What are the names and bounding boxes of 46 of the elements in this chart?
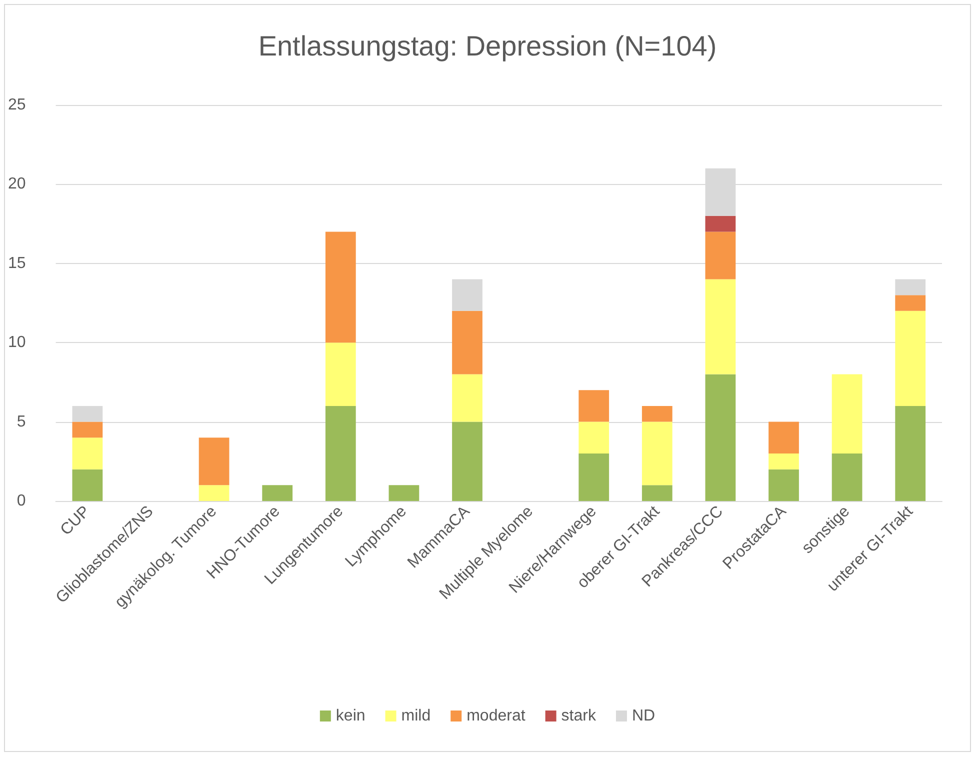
- bar: [388, 485, 420, 501]
- bar: [452, 374, 482, 422]
- bar: [642, 406, 672, 422]
- legend-label: moderat: [466, 708, 526, 724]
- bar: [705, 279, 736, 374]
- bar: [642, 485, 672, 501]
- bar: [895, 295, 926, 311]
- bar: [325, 232, 356, 343]
- bar: [198, 485, 230, 501]
- bar: [578, 390, 610, 422]
- y-tick-label: 0: [16, 492, 26, 510]
- legend-label: stark: [561, 708, 597, 724]
- bar: [832, 374, 862, 454]
- y-tick-label: 25: [8, 96, 26, 114]
- bar: [452, 310, 482, 374]
- legend-label: ND: [632, 708, 656, 724]
- bar: [72, 469, 103, 501]
- bar: [578, 453, 610, 501]
- bar: [768, 469, 799, 501]
- bar: [72, 422, 103, 438]
- bar: [832, 453, 862, 501]
- bar: [72, 406, 103, 422]
- bar: [325, 342, 356, 406]
- bar: [768, 453, 799, 470]
- bar: [325, 406, 356, 501]
- y-tick-label: 10: [8, 334, 26, 352]
- bar: [198, 438, 230, 486]
- y-tick-label: 15: [8, 254, 26, 272]
- legend-label: mild: [401, 708, 431, 724]
- bar: [72, 438, 103, 470]
- bar: [578, 422, 610, 454]
- bar: [895, 279, 926, 296]
- y-tick-label: 5: [16, 413, 26, 430]
- chart-title: Entlassungstag: Depression (N=104): [258, 30, 717, 62]
- bar: [705, 232, 736, 280]
- bar: [705, 374, 736, 501]
- bar: [262, 485, 293, 501]
- bar: [452, 422, 482, 501]
- y-tick-label: 20: [8, 176, 26, 193]
- bar: [768, 422, 799, 454]
- legend-label: kein: [336, 708, 366, 724]
- bar: [705, 216, 736, 232]
- bar: [895, 310, 926, 406]
- bar: [452, 279, 482, 311]
- bar: [895, 406, 926, 501]
- bar: [642, 422, 672, 486]
